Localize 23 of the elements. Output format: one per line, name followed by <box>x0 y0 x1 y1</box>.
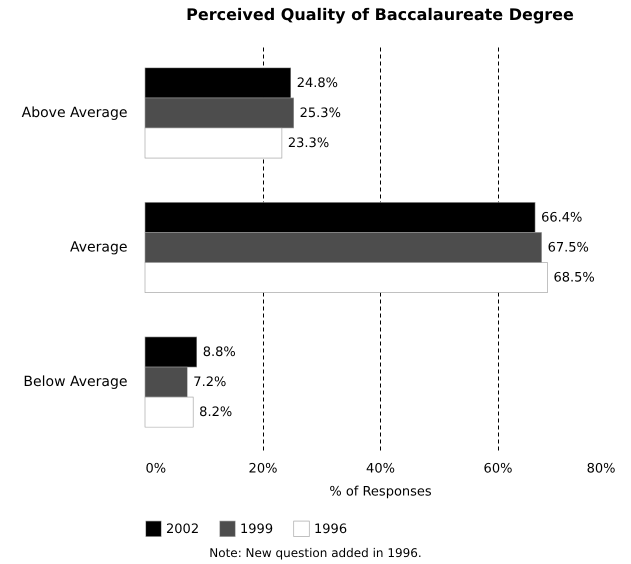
data-label: 67.5% <box>548 240 589 256</box>
legend-label: 1996 <box>314 522 348 537</box>
y-tick-label: Above Average <box>22 104 128 121</box>
data-label: 24.8% <box>296 76 338 91</box>
data-label: 8.8% <box>202 345 236 360</box>
data-label: 25.3% <box>300 106 341 121</box>
data-label: 8.2% <box>199 405 232 420</box>
x-axis-title: % of Responses <box>329 484 432 500</box>
y-tick-label: Average <box>70 240 128 256</box>
text: Note: New question added in 1996. <box>208 546 423 560</box>
legend-label: 1999 <box>240 522 274 537</box>
data-label: 23.3% <box>288 136 330 151</box>
x-tick-label: 60% <box>484 462 512 476</box>
data-label: 68.5% <box>553 270 595 286</box>
x-tick-label: 40% <box>366 462 395 476</box>
x-tick-label: 20% <box>248 462 278 476</box>
y-tick-label: Below Average <box>23 374 128 390</box>
x-tick-label: 0% <box>146 462 166 476</box>
data-label: 66.4% <box>541 210 582 226</box>
chart-title: Perceived Quality of Baccalaureate Degree <box>186 5 574 24</box>
x-tick-label: 80% <box>586 462 616 476</box>
legend-label: 2002 <box>166 522 200 537</box>
data-label: 7.2% <box>193 375 226 390</box>
